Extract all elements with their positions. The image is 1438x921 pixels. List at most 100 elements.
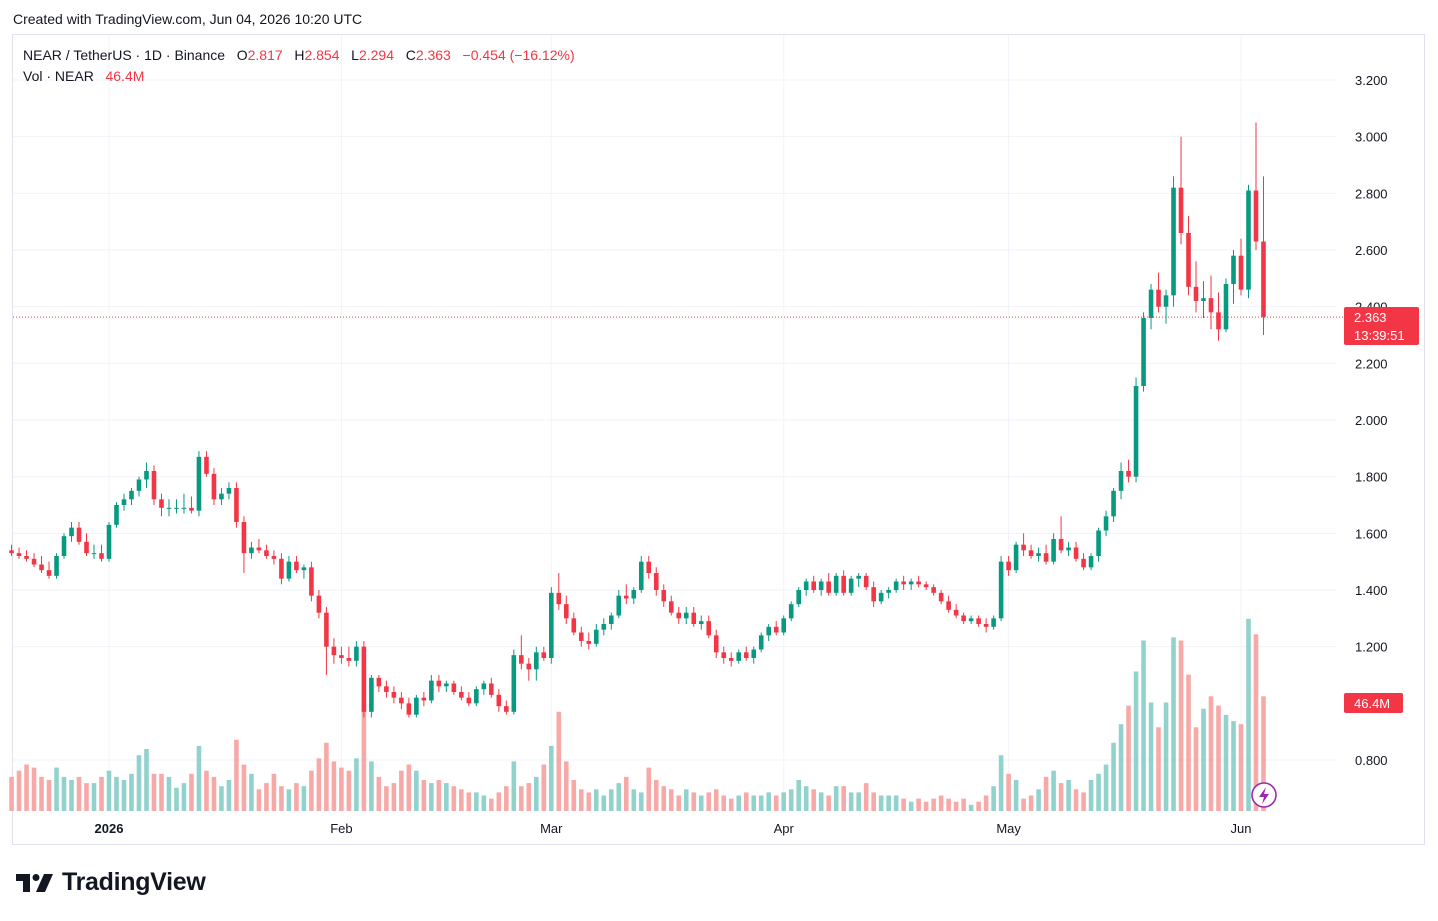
candle-body: [1156, 289, 1161, 307]
volume-bar: [1178, 640, 1184, 811]
price-tick-label: 3.200: [1355, 73, 1388, 88]
price-candles: [9, 122, 1266, 718]
volume-bar: [916, 798, 921, 811]
candle-body: [76, 527, 82, 542]
candle-body: [346, 658, 352, 661]
last-price-badge-value: 2.363: [1354, 310, 1387, 325]
volume-bar: [833, 786, 839, 811]
candle-body: [399, 697, 404, 704]
candle-body: [841, 575, 846, 593]
candle-body: [638, 561, 644, 590]
candle-body: [301, 567, 307, 571]
price-tick-label: 1.800: [1355, 470, 1388, 485]
candle-body: [698, 621, 704, 624]
volume-bar: [736, 795, 742, 811]
volume-bar: [384, 786, 389, 811]
chart-frame[interactable]: [12, 34, 1425, 845]
candle-body: [976, 618, 981, 624]
tradingview-logo[interactable]: TradingView: [16, 868, 206, 897]
volume-bar: [1148, 702, 1154, 811]
candle-body: [1223, 284, 1229, 330]
legend-high-value: 2.854: [304, 47, 340, 63]
candle-body: [848, 578, 854, 593]
volume-bar: [489, 798, 494, 811]
candle-body: [1013, 544, 1019, 571]
volume-bar: [534, 776, 539, 811]
volume-bar: [256, 789, 262, 811]
volume-bar: [151, 773, 157, 811]
candle-body: [166, 507, 172, 509]
candle-body: [481, 683, 487, 690]
candle-body: [271, 556, 277, 559]
volume-bar: [661, 786, 667, 811]
candle-body: [691, 612, 697, 624]
candle-body: [623, 595, 629, 599]
candle-body: [586, 641, 592, 644]
candle-body: [556, 592, 562, 605]
candle-body: [106, 524, 112, 559]
candle-body: [1103, 516, 1109, 531]
volume-bar: [728, 798, 734, 811]
volume-bar: [826, 795, 831, 811]
time-axis: 2026 Feb Mar Apr May Jun: [95, 821, 1252, 836]
legend-open-value: 2.817: [247, 47, 283, 63]
volume-bar: [968, 804, 974, 811]
candle-body: [189, 507, 194, 511]
candle-body: [646, 561, 652, 573]
price-tick-label: 1.400: [1355, 583, 1388, 598]
volume-bar: [616, 783, 622, 811]
legend-volume-value: 46.4M: [105, 68, 145, 84]
candle-body: [961, 615, 966, 622]
volume-bar: [706, 792, 712, 811]
candle-body: [818, 581, 824, 590]
created-with-caption: Created with TradingView.com, Jun 04, 20…: [13, 11, 363, 27]
candle-body: [1066, 547, 1071, 551]
volume-bar: [31, 767, 37, 811]
candle-body: [886, 590, 891, 593]
candle-body: [668, 601, 674, 613]
volume-bar: [1141, 640, 1146, 811]
candle-body: [563, 604, 569, 619]
volume-bar: [563, 761, 569, 811]
volume-bar: [121, 780, 127, 811]
time-tick-label: Apr: [774, 821, 795, 836]
candle-body: [863, 575, 869, 588]
candle-body: [384, 686, 389, 692]
volume-bar: [923, 801, 929, 811]
candle-body: [99, 553, 104, 559]
volume-bar: [886, 795, 891, 811]
last-price-badge-countdown: 13:39:51: [1354, 328, 1405, 343]
price-tick-label: 1.200: [1355, 640, 1388, 655]
replay-lightning-button[interactable]: [1251, 782, 1277, 808]
candle-body: [61, 536, 67, 556]
volume-bar: [578, 789, 584, 811]
candle-body: [264, 550, 269, 556]
axis-badges: 2.363 13:39:51 46.4M: [1344, 307, 1419, 713]
candle-body: [219, 493, 224, 500]
volume-bar: [653, 780, 659, 811]
candle-body: [279, 558, 284, 579]
volume-bar: [436, 780, 442, 811]
volume-bar: [1088, 780, 1094, 811]
candle-body: [1208, 298, 1214, 313]
lightning-icon: [1259, 787, 1269, 804]
candle-body: [429, 680, 434, 701]
candle-body: [526, 663, 532, 670]
volume-bar: [271, 773, 277, 811]
volume-bar: [69, 780, 74, 811]
candle-body: [1186, 233, 1191, 287]
candle-body: [144, 471, 149, 480]
grid-lines: [13, 35, 1336, 812]
candle-body: [1118, 471, 1124, 491]
candle-body: [309, 567, 314, 596]
volume-bar: [1126, 705, 1131, 811]
legend-volume-row: Vol · NEAR 46.4M: [23, 66, 575, 87]
candle-body: [601, 624, 607, 630]
volume-bar: [713, 789, 719, 811]
candle-body: [211, 473, 217, 500]
candle-body: [496, 694, 502, 707]
candle-body: [39, 564, 44, 571]
volume-bar: [938, 795, 944, 811]
price-tick-label: 2.200: [1355, 356, 1388, 371]
